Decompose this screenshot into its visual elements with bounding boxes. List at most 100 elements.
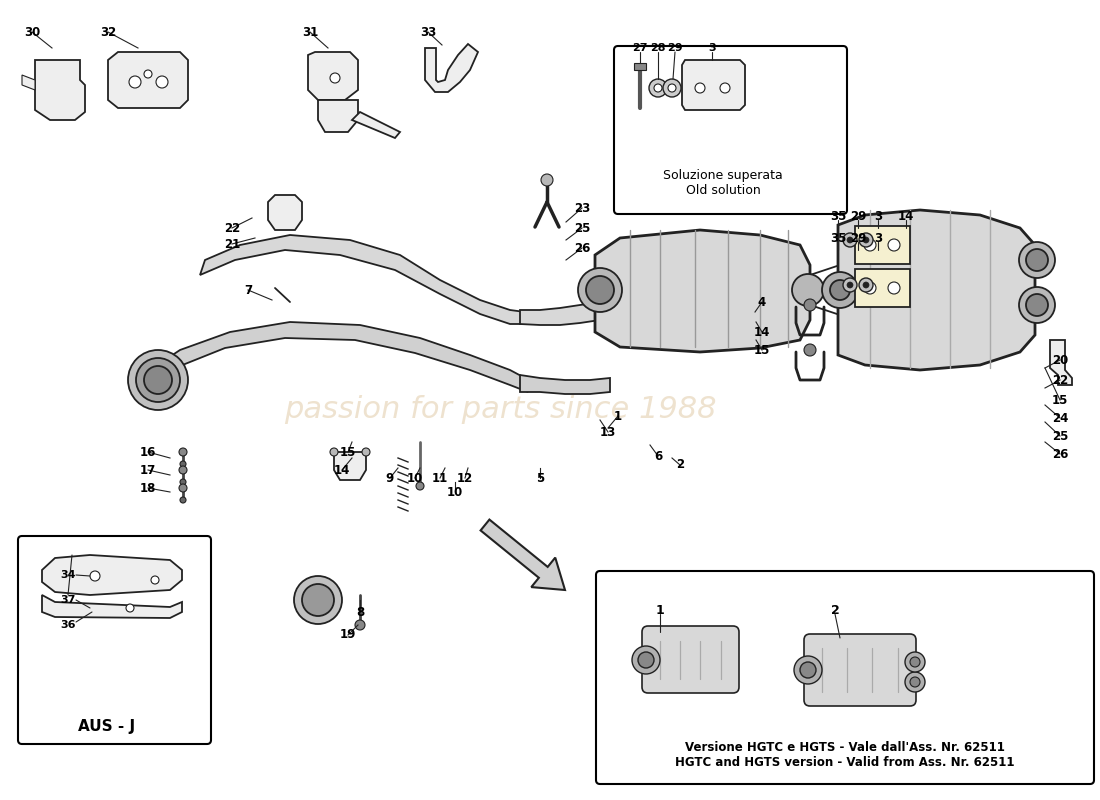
Text: 29: 29 xyxy=(668,43,683,53)
FancyBboxPatch shape xyxy=(596,571,1094,784)
Text: Versione HGTC e HGTS - Vale dall'Ass. Nr. 62511
HGTC and HGTS version - Valid fr: Versione HGTC e HGTS - Vale dall'Ass. Nr… xyxy=(675,741,1014,769)
Circle shape xyxy=(1026,294,1048,316)
Polygon shape xyxy=(42,595,182,618)
Text: 35: 35 xyxy=(829,231,846,245)
Text: 15: 15 xyxy=(754,343,770,357)
Text: 6: 6 xyxy=(653,450,662,462)
Text: 36: 36 xyxy=(60,620,76,630)
FancyArrow shape xyxy=(481,519,565,590)
Circle shape xyxy=(910,677,920,687)
Text: 2: 2 xyxy=(675,458,684,471)
Circle shape xyxy=(632,646,660,674)
Text: 15: 15 xyxy=(1052,394,1068,406)
Text: 26: 26 xyxy=(1052,447,1068,461)
Circle shape xyxy=(126,604,134,612)
Circle shape xyxy=(144,366,172,394)
Text: 13: 13 xyxy=(600,426,616,438)
Circle shape xyxy=(541,174,553,186)
Circle shape xyxy=(362,448,370,456)
Circle shape xyxy=(179,484,187,492)
Text: 29: 29 xyxy=(850,210,866,222)
Circle shape xyxy=(179,466,187,474)
Circle shape xyxy=(180,497,186,503)
Circle shape xyxy=(180,461,186,467)
Circle shape xyxy=(179,448,187,456)
Polygon shape xyxy=(268,195,302,230)
Text: 1: 1 xyxy=(656,603,664,617)
Text: 35: 35 xyxy=(829,210,846,222)
Circle shape xyxy=(864,282,876,294)
Circle shape xyxy=(129,76,141,88)
Text: 20: 20 xyxy=(1052,354,1068,366)
Circle shape xyxy=(910,657,920,667)
Circle shape xyxy=(804,344,816,356)
Circle shape xyxy=(859,278,873,292)
Text: 31: 31 xyxy=(301,26,318,38)
Text: 19: 19 xyxy=(340,629,356,642)
FancyBboxPatch shape xyxy=(642,626,739,693)
Polygon shape xyxy=(838,210,1035,370)
Circle shape xyxy=(843,233,857,247)
Text: 26: 26 xyxy=(574,242,591,254)
Circle shape xyxy=(294,576,342,624)
Text: 32: 32 xyxy=(100,26,117,38)
Text: 24: 24 xyxy=(1052,411,1068,425)
Text: 17: 17 xyxy=(140,463,156,477)
Text: 16: 16 xyxy=(140,446,156,458)
Circle shape xyxy=(830,280,850,300)
Polygon shape xyxy=(148,322,528,392)
Circle shape xyxy=(888,239,900,251)
Polygon shape xyxy=(520,375,610,394)
Text: 28: 28 xyxy=(650,43,666,53)
Circle shape xyxy=(859,233,873,247)
Circle shape xyxy=(578,268,621,312)
Polygon shape xyxy=(200,235,525,324)
Polygon shape xyxy=(352,112,400,138)
Text: 23: 23 xyxy=(574,202,590,214)
Polygon shape xyxy=(595,230,810,352)
Polygon shape xyxy=(108,52,188,108)
Circle shape xyxy=(905,672,925,692)
Circle shape xyxy=(586,276,614,304)
Text: 29: 29 xyxy=(850,231,866,245)
Text: 3: 3 xyxy=(873,231,882,245)
Text: 14: 14 xyxy=(754,326,770,338)
Text: passion for parts since 1988: passion for parts since 1988 xyxy=(284,395,716,425)
Bar xyxy=(634,63,646,70)
Text: 30: 30 xyxy=(24,26,40,38)
Text: 3: 3 xyxy=(873,210,882,222)
Text: 7: 7 xyxy=(244,283,252,297)
Polygon shape xyxy=(334,452,366,480)
Circle shape xyxy=(1019,287,1055,323)
Text: 14: 14 xyxy=(898,210,914,222)
Text: 1: 1 xyxy=(614,410,623,422)
Circle shape xyxy=(156,76,168,88)
Circle shape xyxy=(847,282,852,288)
Polygon shape xyxy=(22,75,35,90)
Circle shape xyxy=(302,584,334,616)
Text: 33: 33 xyxy=(420,26,436,38)
Text: 14: 14 xyxy=(333,463,350,477)
Circle shape xyxy=(151,576,160,584)
Text: 12: 12 xyxy=(456,471,473,485)
FancyBboxPatch shape xyxy=(614,46,847,214)
Circle shape xyxy=(847,237,852,243)
Circle shape xyxy=(668,84,676,92)
Circle shape xyxy=(638,652,654,668)
Text: 2: 2 xyxy=(830,603,839,617)
Text: 27: 27 xyxy=(632,43,648,53)
Circle shape xyxy=(905,652,925,672)
Circle shape xyxy=(864,239,876,251)
Text: 25: 25 xyxy=(574,222,591,234)
Circle shape xyxy=(695,83,705,93)
Circle shape xyxy=(888,282,900,294)
Circle shape xyxy=(864,237,869,243)
Circle shape xyxy=(804,299,816,311)
Polygon shape xyxy=(42,555,182,595)
Circle shape xyxy=(792,274,824,306)
Circle shape xyxy=(822,272,858,308)
Circle shape xyxy=(864,282,869,288)
Circle shape xyxy=(330,73,340,83)
Circle shape xyxy=(720,83,730,93)
Text: 4: 4 xyxy=(758,295,766,309)
